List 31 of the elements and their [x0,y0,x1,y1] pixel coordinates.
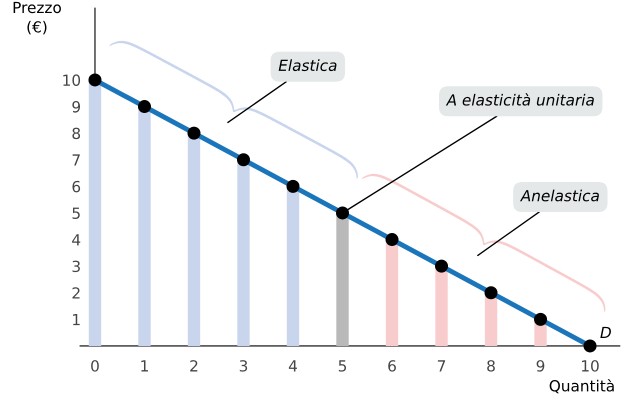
x-tick-label: 10 [582,360,599,372]
annotation: A elasticità unitaria [446,93,594,106]
bar [386,240,398,346]
x-tick-label: 7 [438,360,446,372]
x-axis-title: Quantità [550,379,614,394]
bar [188,133,200,346]
y-tick-label: 8 [72,128,80,140]
x-tick-label: 8 [487,360,495,372]
x-tick-label: 2 [190,360,198,372]
y-tick-label: 5 [72,208,80,219]
y-tick-label: 2 [72,287,80,299]
annotation: Anelastica [520,190,599,202]
bar [138,106,151,346]
y-axis-title: Prezzo (€) [14,2,61,34]
bar [435,266,448,346]
y-tick-label: 10 [63,74,80,86]
y-tick-label: 6 [72,180,80,192]
y-tick-label: 4 [72,234,80,246]
x-tick-label: 9 [536,360,544,372]
x-tick-label: 1 [141,360,148,372]
series-label: D [600,326,611,338]
annotation: Elastica [278,59,336,72]
x-tick-label: 4 [288,360,298,372]
y-tick-label: 3 [72,260,80,272]
y-tick-label: 9 [72,101,80,113]
y-tick-label: 1 [73,314,80,326]
y-tick-label: 7 [72,154,80,166]
x-tick-label: 0 [91,360,99,372]
x-tick-label: 3 [240,360,248,372]
x-tick-label: 6 [388,360,396,372]
x-tick-label: 5 [338,360,346,372]
